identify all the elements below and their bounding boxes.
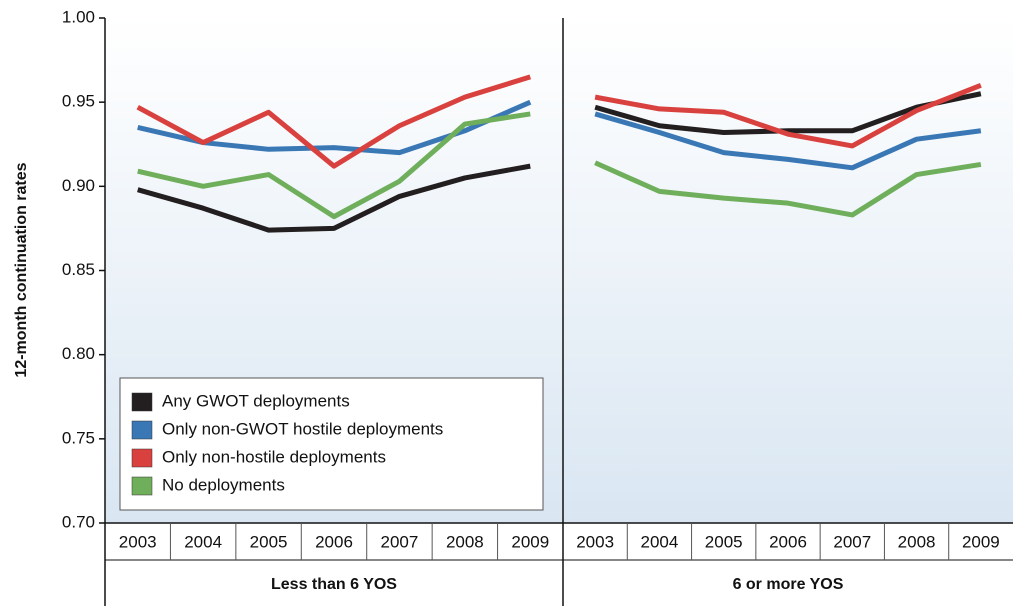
x-tick-label: 2005: [705, 532, 743, 551]
legend-swatch: [131, 476, 153, 496]
y-tick-label: 0.75: [62, 428, 95, 447]
y-tick-label: 0.85: [62, 260, 95, 279]
y-tick-label: 0.90: [62, 176, 95, 195]
y-tick-label: 0.70: [62, 512, 95, 531]
x-tick-label: 2007: [833, 532, 871, 551]
x-tick-label: 2009: [962, 532, 1000, 551]
series-line: [594, 160, 982, 218]
legend-label: Only non-hostile deployments: [162, 447, 386, 466]
series-line: [137, 163, 531, 233]
x-tick-label: 2005: [250, 532, 288, 551]
series-line: [594, 83, 982, 149]
series-line: [137, 111, 531, 220]
series-line: [594, 111, 982, 171]
x-tick-label: 2004: [641, 532, 679, 551]
y-tick-label: 0.95: [62, 92, 95, 111]
x-tick-label: 2008: [446, 532, 484, 551]
x-tick-label: 2003: [119, 532, 157, 551]
legend-box: [119, 377, 544, 511]
legend-swatch: [131, 420, 153, 440]
group-label: Less than 6 YOS: [271, 576, 397, 593]
x-tick-label: 2008: [898, 532, 936, 551]
group-label: 6 or more YOS: [733, 576, 844, 593]
legend-swatch: [131, 448, 153, 468]
series-line: [136, 74, 532, 169]
x-tick-label: 2004: [184, 532, 222, 551]
legend-label: No deployments: [162, 475, 285, 494]
y-tick-label: 1.00: [62, 7, 95, 26]
x-tick-label: 2006: [315, 532, 353, 551]
y-axis-title: 12-month continuation rates: [13, 162, 30, 377]
x-tick-label: 2003: [576, 532, 614, 551]
x-tick-label: 2007: [381, 532, 419, 551]
x-tick-label: 2006: [769, 532, 807, 551]
legend-label: Only non-GWOT hostile deployments: [162, 419, 443, 438]
x-tick-label: 2009: [511, 532, 549, 551]
legend-swatch: [131, 392, 153, 412]
y-tick-label: 0.80: [62, 344, 95, 363]
legend-label: Any GWOT deployments: [162, 391, 350, 410]
series-line: [594, 91, 982, 135]
